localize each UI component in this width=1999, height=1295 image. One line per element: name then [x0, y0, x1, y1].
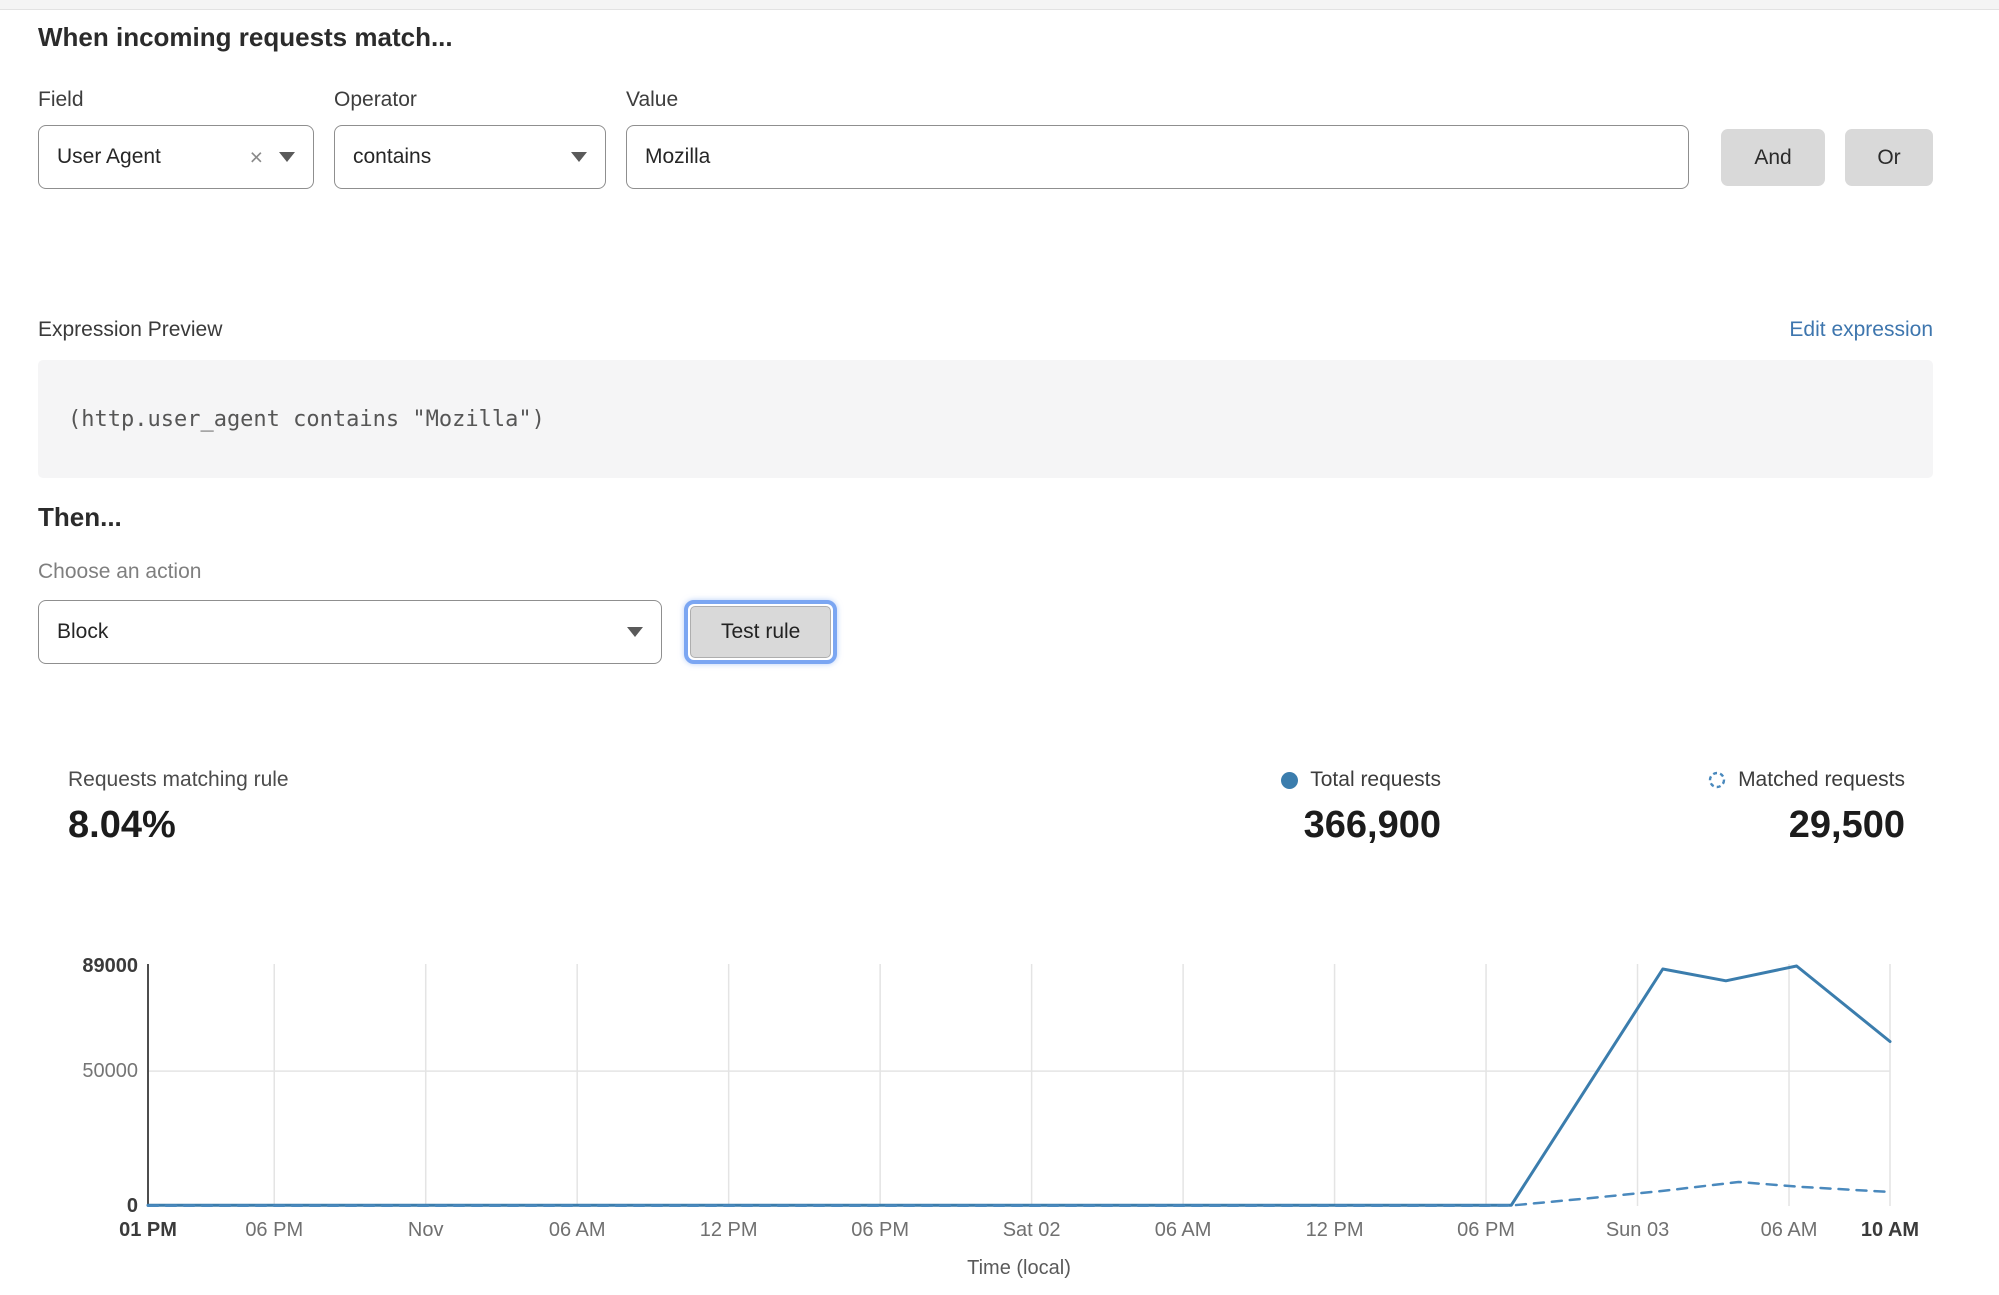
operator-select[interactable]: contains [334, 125, 606, 189]
operator-select-value: contains [353, 145, 432, 168]
expression-code: (http.user_agent contains "Mozilla") [68, 406, 545, 432]
test-rule-button[interactable]: Test rule [690, 606, 832, 658]
chart-y-tick-label: 0 [127, 1195, 138, 1217]
chart-x-tick-label: 01 PM [119, 1219, 177, 1241]
chart-x-axis-title: Time (local) [967, 1257, 1071, 1279]
and-or-buttons: And Or [1721, 129, 1933, 186]
total-requests-legend: Total requests 366,900 [1281, 768, 1441, 847]
chart-y-tick-label: 50000 [82, 1060, 138, 1082]
then-title: Then... [38, 502, 122, 532]
action-row: Block Test rule [38, 600, 838, 664]
field-column: Field User Agent × [38, 88, 314, 189]
chart-x-tick-label: Nov [408, 1219, 444, 1241]
chart-line-total-requests [146, 964, 1892, 1207]
edit-expression-link[interactable]: Edit expression [1789, 318, 1933, 341]
requests-chart: 0 50000 89000 01 PM 06 PM Nov 06 AM 12 PM 06 PM S… [0, 930, 1999, 1295]
requests-chart-svg: 0 50000 89000 01 PM 06 PM Nov 06 AM 12 PM 06 PM S… [82, 955, 1919, 1279]
test-rule-focus-ring: Test rule [684, 600, 838, 664]
total-requests-dot-icon [1281, 771, 1299, 789]
total-requests-value: 366,900 [1303, 804, 1441, 846]
and-button[interactable]: And [1721, 129, 1825, 186]
expression-preview-row: Expression Preview Edit expression [38, 318, 1933, 342]
chart-x-tick-label: 12 PM [700, 1219, 758, 1241]
value-column: Value [626, 88, 1689, 189]
chevron-down-icon [571, 152, 587, 162]
chevron-down-icon [627, 627, 643, 637]
or-button[interactable]: Or [1845, 129, 1933, 186]
choose-action-label: Choose an action [38, 560, 202, 583]
matched-requests-legend: Matched requests 29,500 [1708, 768, 1905, 847]
chart-x-tick-label: 06 PM [851, 1219, 909, 1241]
operator-label: Operator [334, 88, 417, 111]
chart-x-tick-label: 06 PM [1457, 1219, 1515, 1241]
chevron-down-icon [279, 152, 295, 162]
matched-requests-dashed-circle-icon [1708, 771, 1726, 789]
when-requests-match-title: When incoming requests match... [38, 22, 453, 52]
action-select-value: Block [57, 620, 109, 643]
total-requests-label: Total requests [1310, 768, 1441, 791]
matched-requests-value: 29,500 [1788, 804, 1905, 846]
field-select[interactable]: User Agent × [38, 125, 314, 189]
matched-requests-label: Matched requests [1738, 768, 1905, 791]
operator-column: Operator contains [334, 88, 606, 189]
field-label: Field [38, 88, 84, 111]
top-divider [0, 0, 1999, 10]
clear-field-icon[interactable]: × [249, 143, 263, 170]
chart-x-tick-label: 12 PM [1306, 1219, 1364, 1241]
chart-x-tick-label: 06 AM [1155, 1219, 1212, 1241]
value-input[interactable] [626, 125, 1689, 189]
chart-x-tick-label: Sat 02 [1003, 1219, 1061, 1241]
chart-x-tick-label: 06 PM [245, 1219, 303, 1241]
chart-x-tick-label: Sun 03 [1606, 1219, 1669, 1241]
requests-matching-stat: Requests matching rule 8.04% [68, 768, 289, 847]
expression-code-block: (http.user_agent contains "Mozilla") [38, 360, 1933, 478]
stats-section: Requests matching rule 8.04% Total reque… [38, 768, 1933, 888]
rule-builder-row: Field User Agent × Operator contains Val… [38, 88, 1933, 189]
field-select-value: User Agent [57, 145, 161, 168]
expression-preview-label: Expression Preview [38, 318, 223, 341]
chart-y-tick-label: 89000 [82, 955, 138, 977]
requests-matching-label: Requests matching rule [68, 768, 289, 791]
value-label: Value [626, 88, 679, 111]
action-select[interactable]: Block [38, 600, 662, 664]
chart-x-tick-label: 06 AM [549, 1219, 606, 1241]
requests-matching-value: 8.04% [68, 804, 176, 846]
chart-line-matched-requests [146, 1180, 1892, 1207]
chart-x-tick-label: 06 AM [1761, 1219, 1818, 1241]
chart-x-tick-label: 10 AM [1861, 1219, 1919, 1241]
